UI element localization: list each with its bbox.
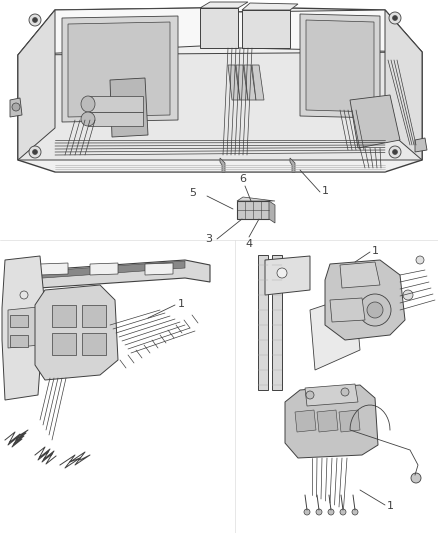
Circle shape <box>303 509 309 515</box>
Circle shape <box>12 103 20 111</box>
Text: 5: 5 <box>189 188 196 198</box>
Polygon shape <box>68 22 170 117</box>
Polygon shape <box>329 298 364 322</box>
Polygon shape <box>88 112 143 126</box>
Bar <box>82 305 106 327</box>
Polygon shape <box>35 285 118 380</box>
Polygon shape <box>284 385 377 458</box>
Polygon shape <box>15 261 184 280</box>
Bar <box>10 335 28 347</box>
Polygon shape <box>244 65 255 100</box>
Bar <box>10 315 28 327</box>
Polygon shape <box>90 263 118 275</box>
Circle shape <box>410 473 420 483</box>
Polygon shape <box>200 8 237 48</box>
Bar <box>237 201 268 219</box>
Circle shape <box>415 256 423 264</box>
Circle shape <box>388 146 400 158</box>
Circle shape <box>351 509 357 515</box>
Polygon shape <box>384 10 421 160</box>
Circle shape <box>29 146 41 158</box>
Polygon shape <box>10 98 22 117</box>
Polygon shape <box>18 10 55 160</box>
Text: 1: 1 <box>371 246 378 256</box>
Polygon shape <box>18 8 421 55</box>
Polygon shape <box>339 262 379 288</box>
Polygon shape <box>294 410 315 432</box>
Bar <box>52 333 76 355</box>
Polygon shape <box>200 2 247 8</box>
Polygon shape <box>251 65 263 100</box>
Polygon shape <box>40 263 68 275</box>
Polygon shape <box>305 20 373 112</box>
Polygon shape <box>290 158 294 172</box>
Polygon shape <box>227 65 240 100</box>
Polygon shape <box>8 307 40 348</box>
Circle shape <box>392 15 396 20</box>
Circle shape <box>358 294 390 326</box>
Polygon shape <box>324 260 404 340</box>
Circle shape <box>20 291 28 299</box>
Polygon shape <box>258 255 267 390</box>
Polygon shape <box>414 138 426 152</box>
Text: 4: 4 <box>245 239 252 249</box>
Polygon shape <box>241 10 290 48</box>
Text: 1: 1 <box>386 501 393 511</box>
Polygon shape <box>10 260 209 290</box>
Bar <box>52 305 76 327</box>
Text: 1: 1 <box>177 299 184 309</box>
Circle shape <box>339 509 345 515</box>
Polygon shape <box>18 52 421 160</box>
Polygon shape <box>237 197 274 201</box>
Circle shape <box>29 14 41 26</box>
Polygon shape <box>2 256 45 400</box>
Polygon shape <box>145 263 173 275</box>
Polygon shape <box>309 295 359 370</box>
Polygon shape <box>338 410 359 432</box>
Ellipse shape <box>81 96 95 112</box>
Circle shape <box>388 12 400 24</box>
Circle shape <box>327 509 333 515</box>
Polygon shape <box>241 3 297 10</box>
Circle shape <box>32 149 37 155</box>
Polygon shape <box>349 95 399 148</box>
Circle shape <box>366 302 382 318</box>
Ellipse shape <box>81 112 95 126</box>
Polygon shape <box>268 201 274 223</box>
Circle shape <box>340 388 348 396</box>
Bar <box>82 333 106 355</box>
Circle shape <box>305 391 313 399</box>
Text: 3: 3 <box>205 234 212 244</box>
Polygon shape <box>110 78 148 137</box>
Polygon shape <box>88 96 143 112</box>
Polygon shape <box>62 16 177 122</box>
Circle shape <box>392 149 396 155</box>
Circle shape <box>32 18 37 22</box>
Polygon shape <box>18 8 421 172</box>
Polygon shape <box>219 158 225 172</box>
Polygon shape <box>304 384 357 406</box>
Circle shape <box>315 509 321 515</box>
Polygon shape <box>299 14 379 118</box>
Polygon shape <box>316 410 337 432</box>
Circle shape <box>276 268 286 278</box>
Polygon shape <box>265 256 309 295</box>
Polygon shape <box>236 65 247 100</box>
Text: 1: 1 <box>321 186 328 196</box>
Circle shape <box>402 290 412 300</box>
Text: 6: 6 <box>239 174 246 184</box>
Polygon shape <box>272 255 281 390</box>
